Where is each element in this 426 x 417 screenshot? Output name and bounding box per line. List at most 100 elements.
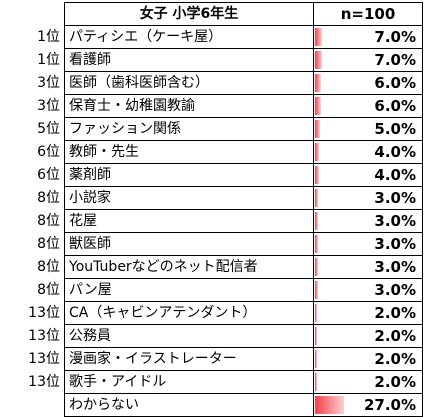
value-cell: 3.0%: [313, 278, 423, 302]
data-bar: [315, 212, 318, 230]
rank-label: 13位: [28, 305, 60, 321]
rank-label: 6位: [37, 144, 60, 160]
value-cell: 2.0%: [313, 301, 423, 325]
value-cell: 2.0%: [313, 370, 423, 394]
value-label: 3.0%: [374, 281, 416, 299]
job-label: 小説家: [64, 186, 314, 210]
data-bar: [315, 143, 319, 161]
job-label: 医師（歯科医師含む）: [64, 71, 314, 95]
value-label: 5.0%: [374, 120, 416, 138]
table-row: 3位 保育士・幼稚園教諭 6.0%: [0, 94, 423, 118]
rank-header-blank: [0, 3, 65, 26]
job-label: 漫画家・イラストレーター: [64, 347, 314, 371]
rank-label: 1位: [37, 52, 60, 68]
rank-label: 3位: [37, 75, 60, 91]
table-row: 8位 小説家 3.0%: [0, 186, 423, 210]
data-bar: [315, 74, 321, 92]
rank-label: 5位: [37, 121, 60, 137]
sample-size-header: n=100: [313, 2, 423, 26]
table-row: 5位 ファッション関係 5.0%: [0, 117, 423, 141]
table-row: わからない 27.0%: [0, 393, 423, 417]
value-label: 3.0%: [374, 189, 416, 207]
value-cell: 7.0%: [313, 25, 423, 49]
table-row: 6位 教師・先生 4.0%: [0, 140, 423, 164]
value-label: 2.0%: [374, 350, 416, 368]
data-bar: [315, 189, 318, 207]
table-row: 8位 獣医師 3.0%: [0, 232, 423, 256]
table-row: 3位 医師（歯科医師含む） 6.0%: [0, 71, 423, 95]
table-row: 8位 花屋 3.0%: [0, 209, 423, 233]
value-cell: 6.0%: [313, 71, 423, 95]
rank-label: 3位: [37, 98, 60, 114]
table-row: 13位 歌手・アイドル 2.0%: [0, 370, 423, 394]
value-label: 6.0%: [374, 74, 416, 92]
value-label: 3.0%: [374, 212, 416, 230]
value-label: 2.0%: [374, 327, 416, 345]
rank-label: 8位: [37, 259, 60, 275]
data-bar: [315, 235, 318, 253]
value-label: 2.0%: [374, 304, 416, 322]
data-bar: [315, 120, 320, 138]
job-label: CA（キャビンアテンダント）: [64, 301, 314, 325]
data-bar: [315, 350, 317, 368]
data-bar: [315, 281, 318, 299]
table-row: 6位 薬剤師 4.0%: [0, 163, 423, 187]
table-row: 13位 CA（キャビンアテンダント） 2.0%: [0, 301, 423, 325]
table-row: 8位 パン屋 3.0%: [0, 278, 423, 302]
value-cell: 3.0%: [313, 255, 423, 279]
job-label: わからない: [64, 393, 314, 417]
job-label: 花屋: [64, 209, 314, 233]
value-label: 27.0%: [363, 396, 416, 414]
job-label: 保育士・幼稚園教諭: [64, 94, 314, 118]
value-cell: 2.0%: [313, 324, 423, 348]
ranking-table-container: 女子 小学6年生 n=100 1位 パティシエ（ケーキ屋） 7.0% 1位 看護師 7.0…: [28, 2, 423, 417]
job-label: パン屋: [64, 278, 314, 302]
value-cell: 4.0%: [313, 140, 423, 164]
rank-label: 8位: [37, 213, 60, 229]
rank-label: 13位: [28, 351, 60, 367]
job-label: 歌手・アイドル: [64, 370, 314, 394]
rank-label: 6位: [37, 167, 60, 183]
job-label: 獣医師: [64, 232, 314, 256]
value-label: 3.0%: [374, 258, 416, 276]
data-bar: [315, 258, 318, 276]
job-label: ファッション関係: [64, 117, 314, 141]
table-row: 13位 公務員 2.0%: [0, 324, 423, 348]
data-bar: [315, 304, 317, 322]
value-cell: 3.0%: [313, 232, 423, 256]
job-label: 教師・先生: [64, 140, 314, 164]
data-bar: [315, 373, 317, 391]
rank-label: 8位: [37, 282, 60, 298]
rank-label: 8位: [37, 236, 60, 252]
table-row: 8位 YouTuberなどのネット配信者 3.0%: [0, 255, 423, 279]
job-label: YouTuberなどのネット配信者: [64, 255, 314, 279]
data-bar: [315, 51, 322, 69]
data-bar: [315, 327, 317, 345]
table-row: 1位 看護師 7.0%: [0, 48, 423, 72]
job-label: 看護師: [64, 48, 314, 72]
table-body: 1位 パティシエ（ケーキ屋） 7.0% 1位 看護師 7.0% 3位 医師（歯科医師含む） 6.…: [0, 25, 423, 417]
value-cell: 27.0%: [313, 393, 423, 417]
value-cell: 3.0%: [313, 186, 423, 210]
rank-label: [0, 394, 65, 417]
job-label: パティシエ（ケーキ屋）: [64, 25, 314, 49]
value-label: 7.0%: [374, 51, 416, 69]
table-row: 1位 パティシエ（ケーキ屋） 7.0%: [0, 25, 423, 49]
data-bar: [315, 97, 321, 115]
rank-label: 8位: [37, 190, 60, 206]
table-title: 女子 小学6年生: [64, 2, 314, 26]
value-label: 2.0%: [374, 373, 416, 391]
value-cell: 5.0%: [313, 117, 423, 141]
data-bar: [315, 396, 344, 414]
job-label: 公務員: [64, 324, 314, 348]
value-label: 4.0%: [374, 166, 416, 184]
value-label: 7.0%: [374, 28, 416, 46]
value-cell: 6.0%: [313, 94, 423, 118]
value-label: 6.0%: [374, 97, 416, 115]
rank-label: 13位: [28, 374, 60, 390]
data-bar: [315, 28, 322, 46]
value-cell: 7.0%: [313, 48, 423, 72]
value-cell: 2.0%: [313, 347, 423, 371]
rank-label: 13位: [28, 328, 60, 344]
